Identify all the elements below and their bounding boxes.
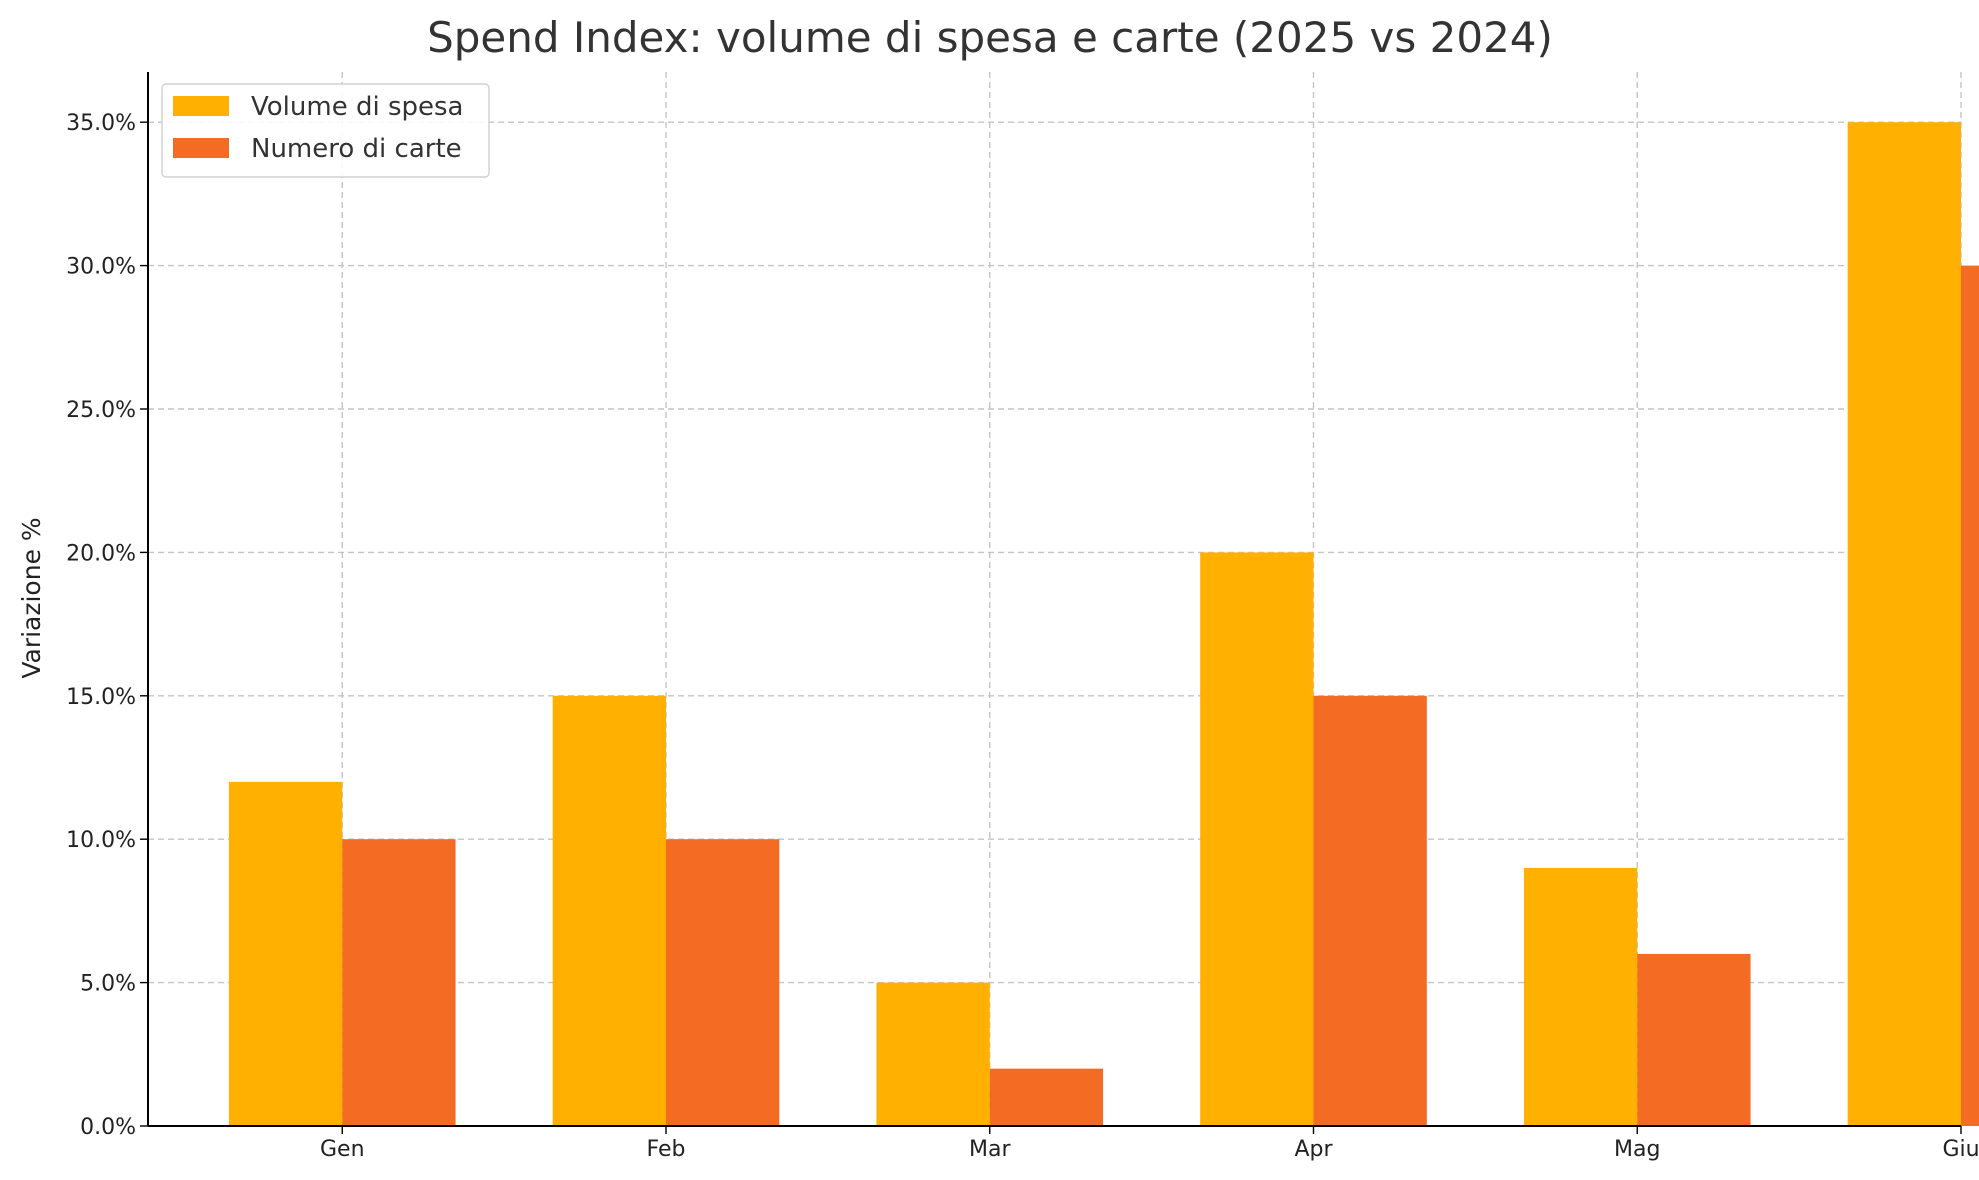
- axes: [140, 72, 1962, 1134]
- bar-numero-di-carte-giu: [1961, 265, 1979, 1127]
- y-tick-label: 30.0%: [66, 255, 136, 280]
- y-tick-label: 5.0%: [80, 972, 136, 997]
- bar-numero-di-carte-mag: [1637, 953, 1751, 1126]
- bar-volume-di-spesa-mag: [1523, 867, 1638, 1126]
- bars: [228, 122, 1979, 1127]
- bar-numero-di-carte-gen: [342, 839, 456, 1126]
- legend-label-volume-di-spesa: Volume di spesa: [251, 92, 463, 122]
- y-tick-label: 20.0%: [66, 541, 136, 566]
- x-tick-label-feb: Feb: [647, 1137, 686, 1162]
- bar-volume-di-spesa-mar: [876, 982, 990, 1126]
- bar-volume-di-spesa-apr: [1200, 552, 1314, 1126]
- x-tick-label-mag: Mag: [1614, 1137, 1660, 1162]
- bar-volume-di-spesa-feb: [552, 695, 666, 1126]
- tick-labels: 0.0% 5.0% 10.0% 15.0% 20.0% 25.0% 30.0% 35.0% Ge…: [66, 111, 1979, 1162]
- bar-numero-di-carte-feb: [666, 839, 780, 1126]
- x-tick-label-apr: Apr: [1294, 1137, 1333, 1162]
- legend-label-numero-di-carte: Numero di carte: [251, 134, 462, 164]
- bar-volume-di-spesa-giu: [1847, 122, 1961, 1126]
- y-tick-label: 10.0%: [66, 828, 136, 853]
- legend-swatch-numero-di-carte: [173, 138, 229, 158]
- y-tick-label: 25.0%: [66, 398, 136, 423]
- y-tick-label: 35.0%: [66, 111, 136, 136]
- bar-numero-di-carte-apr: [1313, 695, 1427, 1126]
- bar-volume-di-spesa-gen: [228, 781, 343, 1126]
- bar-numero-di-carte-mar: [989, 1068, 1104, 1126]
- legend-box: [161, 83, 490, 178]
- y-axis-label: Variazione %: [17, 517, 46, 678]
- legend-swatch-volume-di-spesa: [173, 96, 229, 116]
- x-tick-label-mar: Mar: [969, 1137, 1011, 1162]
- chart-title: Spend Index: volume di spesa e carte (20…: [427, 13, 1553, 62]
- y-tick-label: 15.0%: [66, 685, 136, 710]
- x-tick-label-giu: Giu: [1942, 1137, 1979, 1162]
- y-tick-label: 0.0%: [80, 1115, 136, 1140]
- legend: Volume di spesa Numero di carte: [161, 83, 490, 178]
- x-tick-label-gen: Gen: [320, 1137, 365, 1162]
